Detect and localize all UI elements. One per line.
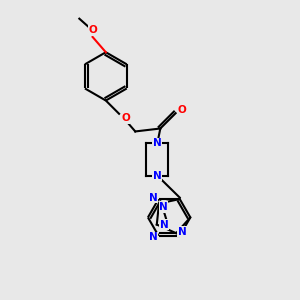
Text: O: O (177, 105, 186, 115)
Text: N: N (153, 138, 162, 148)
Text: N: N (178, 227, 186, 237)
Text: N: N (153, 171, 162, 181)
Text: O: O (121, 113, 130, 123)
Text: N: N (159, 202, 168, 212)
Text: O: O (88, 26, 97, 35)
Text: N: N (160, 220, 169, 230)
Text: N: N (149, 232, 158, 242)
Text: N: N (149, 193, 158, 202)
